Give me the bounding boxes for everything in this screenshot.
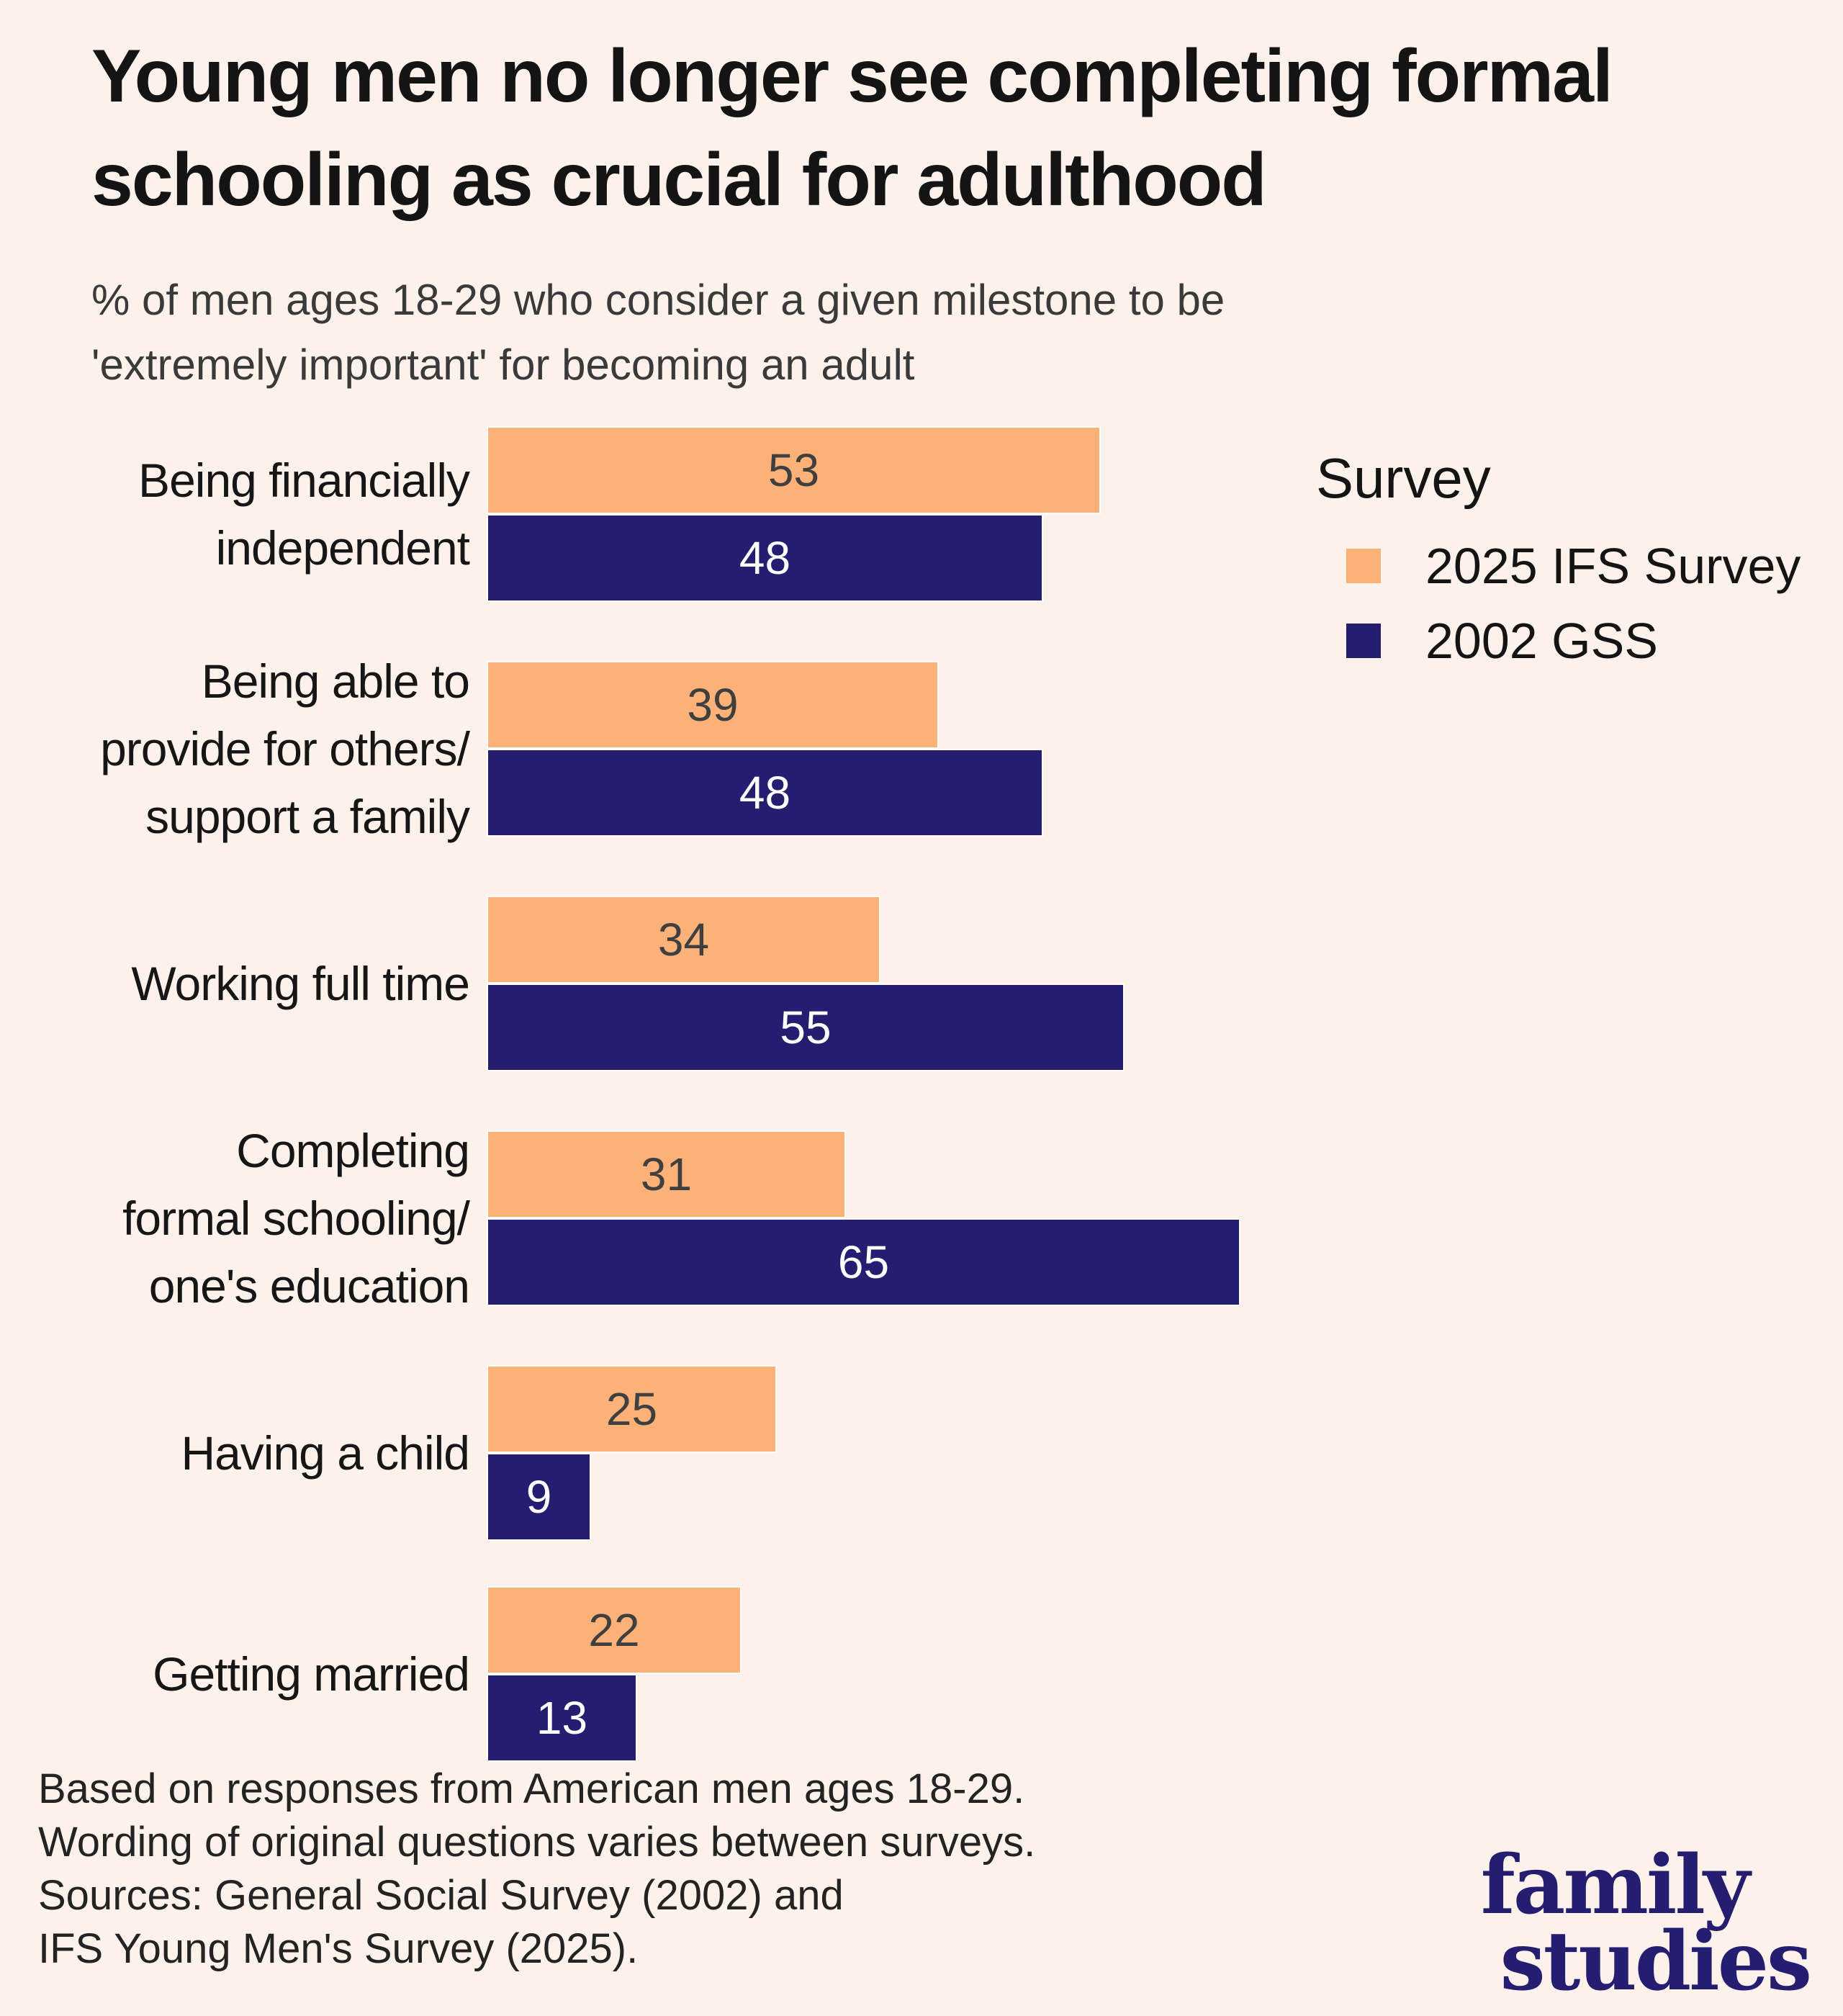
logo-text-line: studies	[1500, 1914, 1812, 2009]
value-label: 31	[640, 1148, 693, 1200]
chart-row: Having a child 25 9	[0, 1365, 1843, 1541]
category-label-line: provide for others/	[100, 722, 470, 775]
bar-group: 31 65	[487, 1130, 1240, 1306]
source-note-line: Based on responses from American men age…	[38, 1765, 1025, 1812]
category-label-getting-married: Getting married	[0, 1640, 470, 1708]
value-label: 34	[657, 914, 710, 966]
legend: Survey 2025 IFS Survey 2002 GSS	[1316, 441, 1801, 678]
page-title-line: schooling as crucial for adulthood	[91, 138, 1267, 222]
page-title: Young men no longer see completing forma…	[91, 24, 1613, 232]
legend-item: 2002 GSS	[1316, 603, 1801, 678]
bar-2002-gss: 65	[487, 1218, 1240, 1306]
category-label-being-financially-independent: Being financially independent	[0, 446, 470, 582]
legend-item-label: 2002 GSS	[1425, 613, 1658, 669]
bar-2002-gss: 55	[487, 984, 1125, 1071]
bar-2002-gss: 48	[487, 749, 1043, 837]
value-label: 48	[739, 532, 791, 584]
source-note-line: IFS Young Men's Survey (2025).	[38, 1925, 639, 1972]
category-label-line: support a family	[145, 790, 470, 843]
category-label-line: Being able to	[201, 654, 470, 708]
value-label: 13	[536, 1692, 588, 1744]
legend-title: Survey	[1316, 446, 1491, 510]
family-studies-logo: family studies	[1480, 1838, 1812, 2009]
value-label: 65	[837, 1236, 890, 1288]
category-label-line: Having a child	[181, 1426, 470, 1480]
bar-group: 53 48	[487, 426, 1101, 602]
category-label-line: Being financially	[138, 454, 470, 507]
bar-2025-ifs-survey: 34	[487, 896, 880, 984]
category-label-having-a-child: Having a child	[0, 1419, 470, 1487]
value-label: 22	[588, 1604, 640, 1656]
bar-2025-ifs-survey: 39	[487, 661, 939, 749]
bar-2025-ifs-survey: 53	[487, 426, 1101, 514]
value-label: 55	[780, 1002, 832, 1053]
category-label-working-full-time: Working full time	[0, 950, 470, 1017]
source-note: Based on responses from American men age…	[38, 1763, 1035, 1976]
category-label-line: independent	[215, 521, 470, 575]
bar-2025-ifs-survey: 22	[487, 1586, 742, 1674]
bar-group: 39 48	[487, 661, 1043, 837]
category-label-line: Working full time	[131, 957, 470, 1010]
chart-row: Being financially independent 53 48	[0, 426, 1843, 602]
bar-2025-ifs-survey: 25	[487, 1365, 777, 1453]
bar-2002-gss: 48	[487, 514, 1043, 602]
value-label: 25	[605, 1383, 658, 1435]
chart: Being financially independent 53 48 Being ab…	[0, 426, 1843, 1807]
legend-swatch-2002-gss	[1346, 624, 1381, 658]
category-label-line: one's education	[148, 1259, 470, 1313]
chart-row: Getting married 22 13	[0, 1586, 1843, 1762]
category-label-line: Completing	[236, 1124, 470, 1177]
chart-row: Working full time 34 55	[0, 896, 1843, 1071]
bar-group: 25 9	[487, 1365, 777, 1541]
chart-row: Completing formal schooling/one's educati…	[0, 1117, 1843, 1320]
page-subtitle: % of men ages 18-29 who consider a given…	[91, 268, 1225, 397]
bar-2002-gss: 13	[487, 1674, 637, 1762]
value-label: 53	[767, 444, 820, 496]
chart-row: Being able to provide for others/support …	[0, 647, 1843, 850]
legend-item-label: 2025 IFS Survey	[1425, 538, 1801, 594]
page-subtitle-line: % of men ages 18-29 who consider a given…	[91, 276, 1225, 324]
bar-group: 22 13	[487, 1586, 742, 1762]
page-subtitle-line: 'extremely important' for becoming an ad…	[91, 341, 915, 389]
logo-text-line: family	[1480, 1838, 1750, 1932]
category-label-line: formal schooling/	[122, 1192, 470, 1245]
legend-item: 2025 IFS Survey	[1316, 528, 1801, 603]
bar-group: 34 55	[487, 896, 1125, 1071]
value-label: 39	[687, 679, 739, 731]
page-title-line: Young men no longer see completing forma…	[91, 35, 1613, 118]
category-label-line: Getting married	[153, 1647, 470, 1701]
source-note-line: Sources: General Social Survey (2002) an…	[38, 1872, 844, 1919]
bar-2002-gss: 9	[487, 1453, 591, 1541]
category-label-being-able-to-provide-for-others-support-a-family: Being able to provide for others/support …	[0, 647, 470, 850]
bar-2025-ifs-survey: 31	[487, 1130, 846, 1218]
source-note-line: Wording of original questions varies bet…	[38, 1819, 1036, 1866]
legend-swatch-2025-ifs-survey	[1346, 549, 1381, 583]
category-label-completing-formal-schooling-one-s-education: Completing formal schooling/one's educati…	[0, 1117, 470, 1320]
value-label: 48	[739, 767, 791, 819]
value-label: 9	[526, 1471, 552, 1523]
